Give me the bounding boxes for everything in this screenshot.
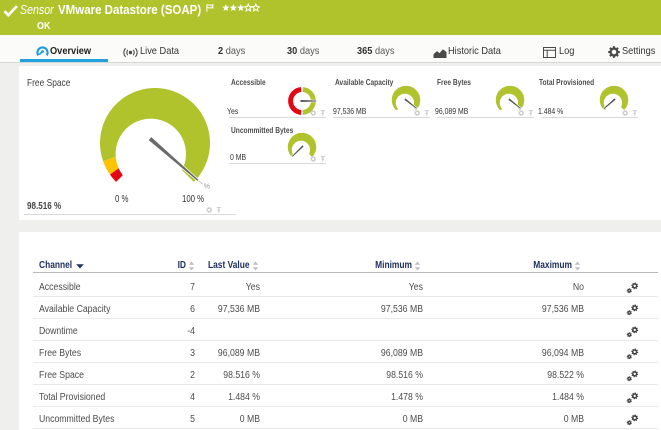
svg-text:%: % (204, 183, 210, 190)
